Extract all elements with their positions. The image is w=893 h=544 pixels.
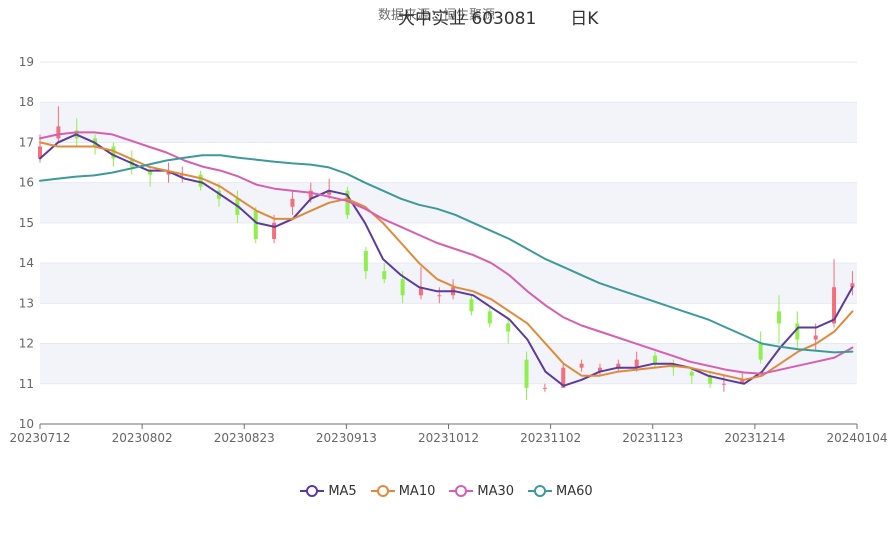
candle-body <box>850 283 855 288</box>
y-tick-label: 18 <box>19 95 34 109</box>
chart-legend: MA5 MA10 MA30 MA60 <box>0 480 893 502</box>
candle-body <box>776 311 781 324</box>
chart-title-area: 数据来源：恒生聚源 大中实业 603081 日K <box>0 4 893 30</box>
y-tick-label: 17 <box>19 135 34 149</box>
series-line-ma60 <box>39 154 854 354</box>
x-tick-label: 20230913 <box>316 431 377 445</box>
candle-body <box>382 271 387 280</box>
candle-body <box>272 222 277 239</box>
grid-band <box>40 182 857 223</box>
series-line-ma10 <box>39 141 854 381</box>
series-line-ma5 <box>39 133 854 387</box>
candle-body <box>634 359 639 368</box>
candle-body <box>327 190 332 195</box>
series-line-ma30 <box>39 131 854 375</box>
y-tick-label: 15 <box>19 216 34 230</box>
candle-body <box>813 335 818 340</box>
candle-body <box>542 387 547 389</box>
candle-body <box>721 383 726 385</box>
candle-body <box>198 174 203 187</box>
candle-body <box>561 367 566 388</box>
candle-body <box>597 367 602 372</box>
candle-body <box>487 311 492 324</box>
y-tick-label: 19 <box>19 55 34 69</box>
candle-body <box>506 323 511 332</box>
y-tick-label: 12 <box>19 337 34 351</box>
grid-band <box>40 343 857 384</box>
candle-body <box>38 146 42 159</box>
chart-subtitle: 数据来源：恒生聚源 <box>378 8 496 23</box>
legend-marker <box>528 485 553 497</box>
legend-label: MA30 <box>477 483 515 499</box>
legend-label: MA60 <box>556 483 593 499</box>
legend-label: MA5 <box>328 483 357 499</box>
legend-item-ma5[interactable]: MA5 <box>300 480 357 502</box>
legend-item-ma30[interactable]: MA30 <box>449 480 514 502</box>
legend-marker <box>300 485 325 497</box>
y-tick-label: 13 <box>19 296 34 310</box>
candle-body <box>56 126 61 139</box>
candle-body <box>524 359 529 388</box>
x-tick-label: 20230712 <box>9 431 70 445</box>
candle-body <box>437 295 442 297</box>
candle-body <box>832 287 837 324</box>
candle-body <box>579 363 584 368</box>
legend-label: MA10 <box>398 483 436 499</box>
candle-body <box>758 343 763 360</box>
x-tick-label: 20240104 <box>826 431 887 445</box>
grid-band <box>40 102 857 143</box>
candle-body <box>616 363 621 368</box>
y-tick-label: 14 <box>19 256 34 270</box>
candle-body <box>469 299 474 312</box>
candle-body <box>795 323 800 340</box>
y-tick-label: 16 <box>19 176 34 190</box>
candle-body <box>148 170 153 175</box>
y-tick-label: 10 <box>19 417 34 431</box>
legend-marker <box>370 485 395 497</box>
x-tick-label: 20231214 <box>724 431 785 445</box>
legend-marker <box>449 485 474 497</box>
candle-body <box>308 190 313 199</box>
candle-body <box>290 198 295 207</box>
candle-body <box>689 371 694 376</box>
candle-body <box>363 251 368 272</box>
x-tick-label: 20231102 <box>520 431 581 445</box>
candle-body <box>345 190 350 215</box>
x-tick-label: 20231012 <box>418 431 479 445</box>
x-tick-label: 20230823 <box>214 431 275 445</box>
legend-item-ma10[interactable]: MA10 <box>370 480 436 502</box>
x-tick-label: 20230802 <box>112 431 173 445</box>
legend-item-ma60[interactable]: MA60 <box>528 480 593 502</box>
y-tick-label: 11 <box>19 377 34 391</box>
candle-body <box>653 355 658 364</box>
candle-body <box>418 287 423 296</box>
candle-body <box>740 379 745 384</box>
candle-body <box>111 146 116 159</box>
chart-title: 大中实业 603081 日K <box>398 9 599 29</box>
candle-body <box>400 279 405 296</box>
candle-body <box>253 210 258 239</box>
candle-body <box>708 375 713 384</box>
x-tick-label: 20231123 <box>622 431 683 445</box>
